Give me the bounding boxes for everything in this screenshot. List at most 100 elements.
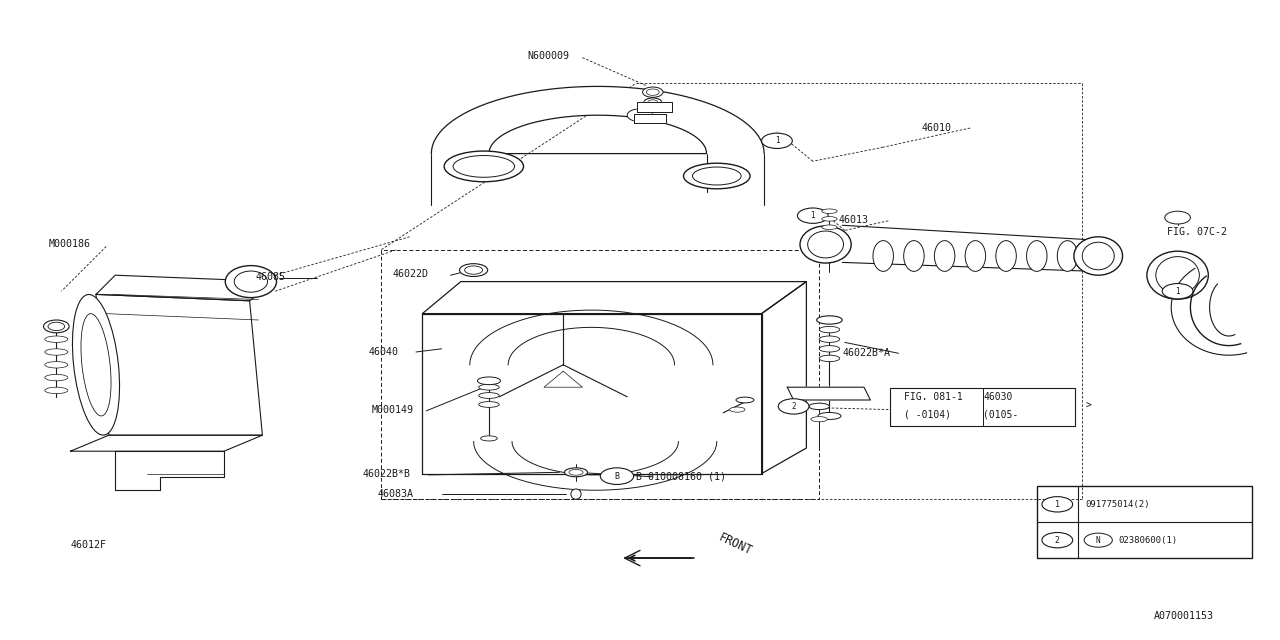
Ellipse shape <box>809 403 829 410</box>
Text: M000186: M000186 <box>49 239 91 250</box>
Ellipse shape <box>812 417 828 422</box>
Circle shape <box>627 109 653 122</box>
Circle shape <box>797 208 828 223</box>
Polygon shape <box>634 114 666 123</box>
Ellipse shape <box>684 163 750 189</box>
Circle shape <box>1084 533 1112 547</box>
Ellipse shape <box>570 470 584 475</box>
Ellipse shape <box>996 241 1016 271</box>
Ellipse shape <box>225 266 276 298</box>
Text: 46022B*B: 46022B*B <box>362 469 410 479</box>
Ellipse shape <box>1147 252 1208 300</box>
Polygon shape <box>637 102 672 112</box>
Ellipse shape <box>730 407 745 412</box>
Ellipse shape <box>73 294 119 435</box>
Ellipse shape <box>49 323 64 331</box>
Ellipse shape <box>45 362 68 368</box>
Ellipse shape <box>819 336 840 342</box>
Text: 2: 2 <box>791 402 796 411</box>
Text: 1: 1 <box>1055 500 1060 509</box>
Text: 46010: 46010 <box>922 123 951 133</box>
Ellipse shape <box>808 231 844 258</box>
Ellipse shape <box>44 320 69 333</box>
Ellipse shape <box>477 377 500 385</box>
Ellipse shape <box>822 225 837 230</box>
Circle shape <box>1162 284 1193 299</box>
Text: FRONT: FRONT <box>717 531 755 557</box>
Circle shape <box>762 133 792 148</box>
Text: 46085: 46085 <box>256 272 285 282</box>
Polygon shape <box>544 371 582 387</box>
Text: 46022D: 46022D <box>393 269 429 279</box>
Circle shape <box>1042 497 1073 512</box>
Ellipse shape <box>1074 237 1123 275</box>
Polygon shape <box>431 86 764 154</box>
Circle shape <box>778 399 809 414</box>
Ellipse shape <box>465 266 483 275</box>
Ellipse shape <box>1027 241 1047 271</box>
Ellipse shape <box>873 241 893 271</box>
Circle shape <box>1042 532 1073 548</box>
Text: A070001153: A070001153 <box>1153 611 1213 621</box>
Ellipse shape <box>234 271 268 292</box>
Circle shape <box>600 468 634 484</box>
Ellipse shape <box>453 156 515 177</box>
Ellipse shape <box>644 98 662 107</box>
Ellipse shape <box>817 316 842 324</box>
Ellipse shape <box>800 226 851 263</box>
Circle shape <box>1165 211 1190 224</box>
Polygon shape <box>787 387 870 400</box>
Polygon shape <box>70 435 262 451</box>
Polygon shape <box>96 275 275 301</box>
Ellipse shape <box>479 384 499 390</box>
Text: (0105-: (0105- <box>983 410 1019 420</box>
Ellipse shape <box>934 241 955 271</box>
Ellipse shape <box>45 387 68 394</box>
Ellipse shape <box>81 314 111 416</box>
Text: 1: 1 <box>1175 287 1180 296</box>
Ellipse shape <box>479 402 499 408</box>
Text: 46022B*A: 46022B*A <box>842 348 891 358</box>
Ellipse shape <box>819 326 840 333</box>
Ellipse shape <box>965 241 986 271</box>
Ellipse shape <box>1156 257 1199 294</box>
Ellipse shape <box>460 264 488 276</box>
Text: 46083A: 46083A <box>378 489 413 499</box>
Ellipse shape <box>1057 241 1078 271</box>
Ellipse shape <box>45 349 68 355</box>
Ellipse shape <box>444 151 524 182</box>
Text: B: B <box>614 472 620 481</box>
Circle shape <box>643 87 663 97</box>
Text: B 010008160 (1): B 010008160 (1) <box>636 471 726 481</box>
Ellipse shape <box>564 468 588 477</box>
Text: FIG. 081-1: FIG. 081-1 <box>904 392 963 402</box>
Text: N600009: N600009 <box>527 51 570 61</box>
Ellipse shape <box>1083 243 1114 270</box>
Text: 1: 1 <box>810 211 815 220</box>
Text: 2: 2 <box>1055 536 1060 545</box>
Ellipse shape <box>481 436 498 441</box>
Ellipse shape <box>736 397 754 403</box>
Text: 1: 1 <box>774 136 780 145</box>
Text: 46013: 46013 <box>838 214 868 225</box>
Ellipse shape <box>822 209 837 214</box>
Text: N: N <box>1096 536 1101 545</box>
Text: 46030: 46030 <box>983 392 1012 402</box>
Text: >: > <box>1085 401 1092 411</box>
Polygon shape <box>422 314 762 474</box>
Text: 091775014(2): 091775014(2) <box>1085 500 1149 509</box>
Polygon shape <box>115 451 224 490</box>
Text: 02380600(1): 02380600(1) <box>1119 536 1178 545</box>
Circle shape <box>646 89 659 95</box>
Ellipse shape <box>45 336 68 342</box>
Ellipse shape <box>479 393 499 398</box>
Ellipse shape <box>571 489 581 499</box>
Ellipse shape <box>904 241 924 271</box>
Ellipse shape <box>818 413 841 420</box>
Ellipse shape <box>819 355 840 362</box>
Ellipse shape <box>692 167 741 185</box>
Polygon shape <box>762 282 806 474</box>
Ellipse shape <box>819 346 840 352</box>
Text: 46040: 46040 <box>369 347 398 357</box>
Text: 46012F: 46012F <box>70 540 106 550</box>
